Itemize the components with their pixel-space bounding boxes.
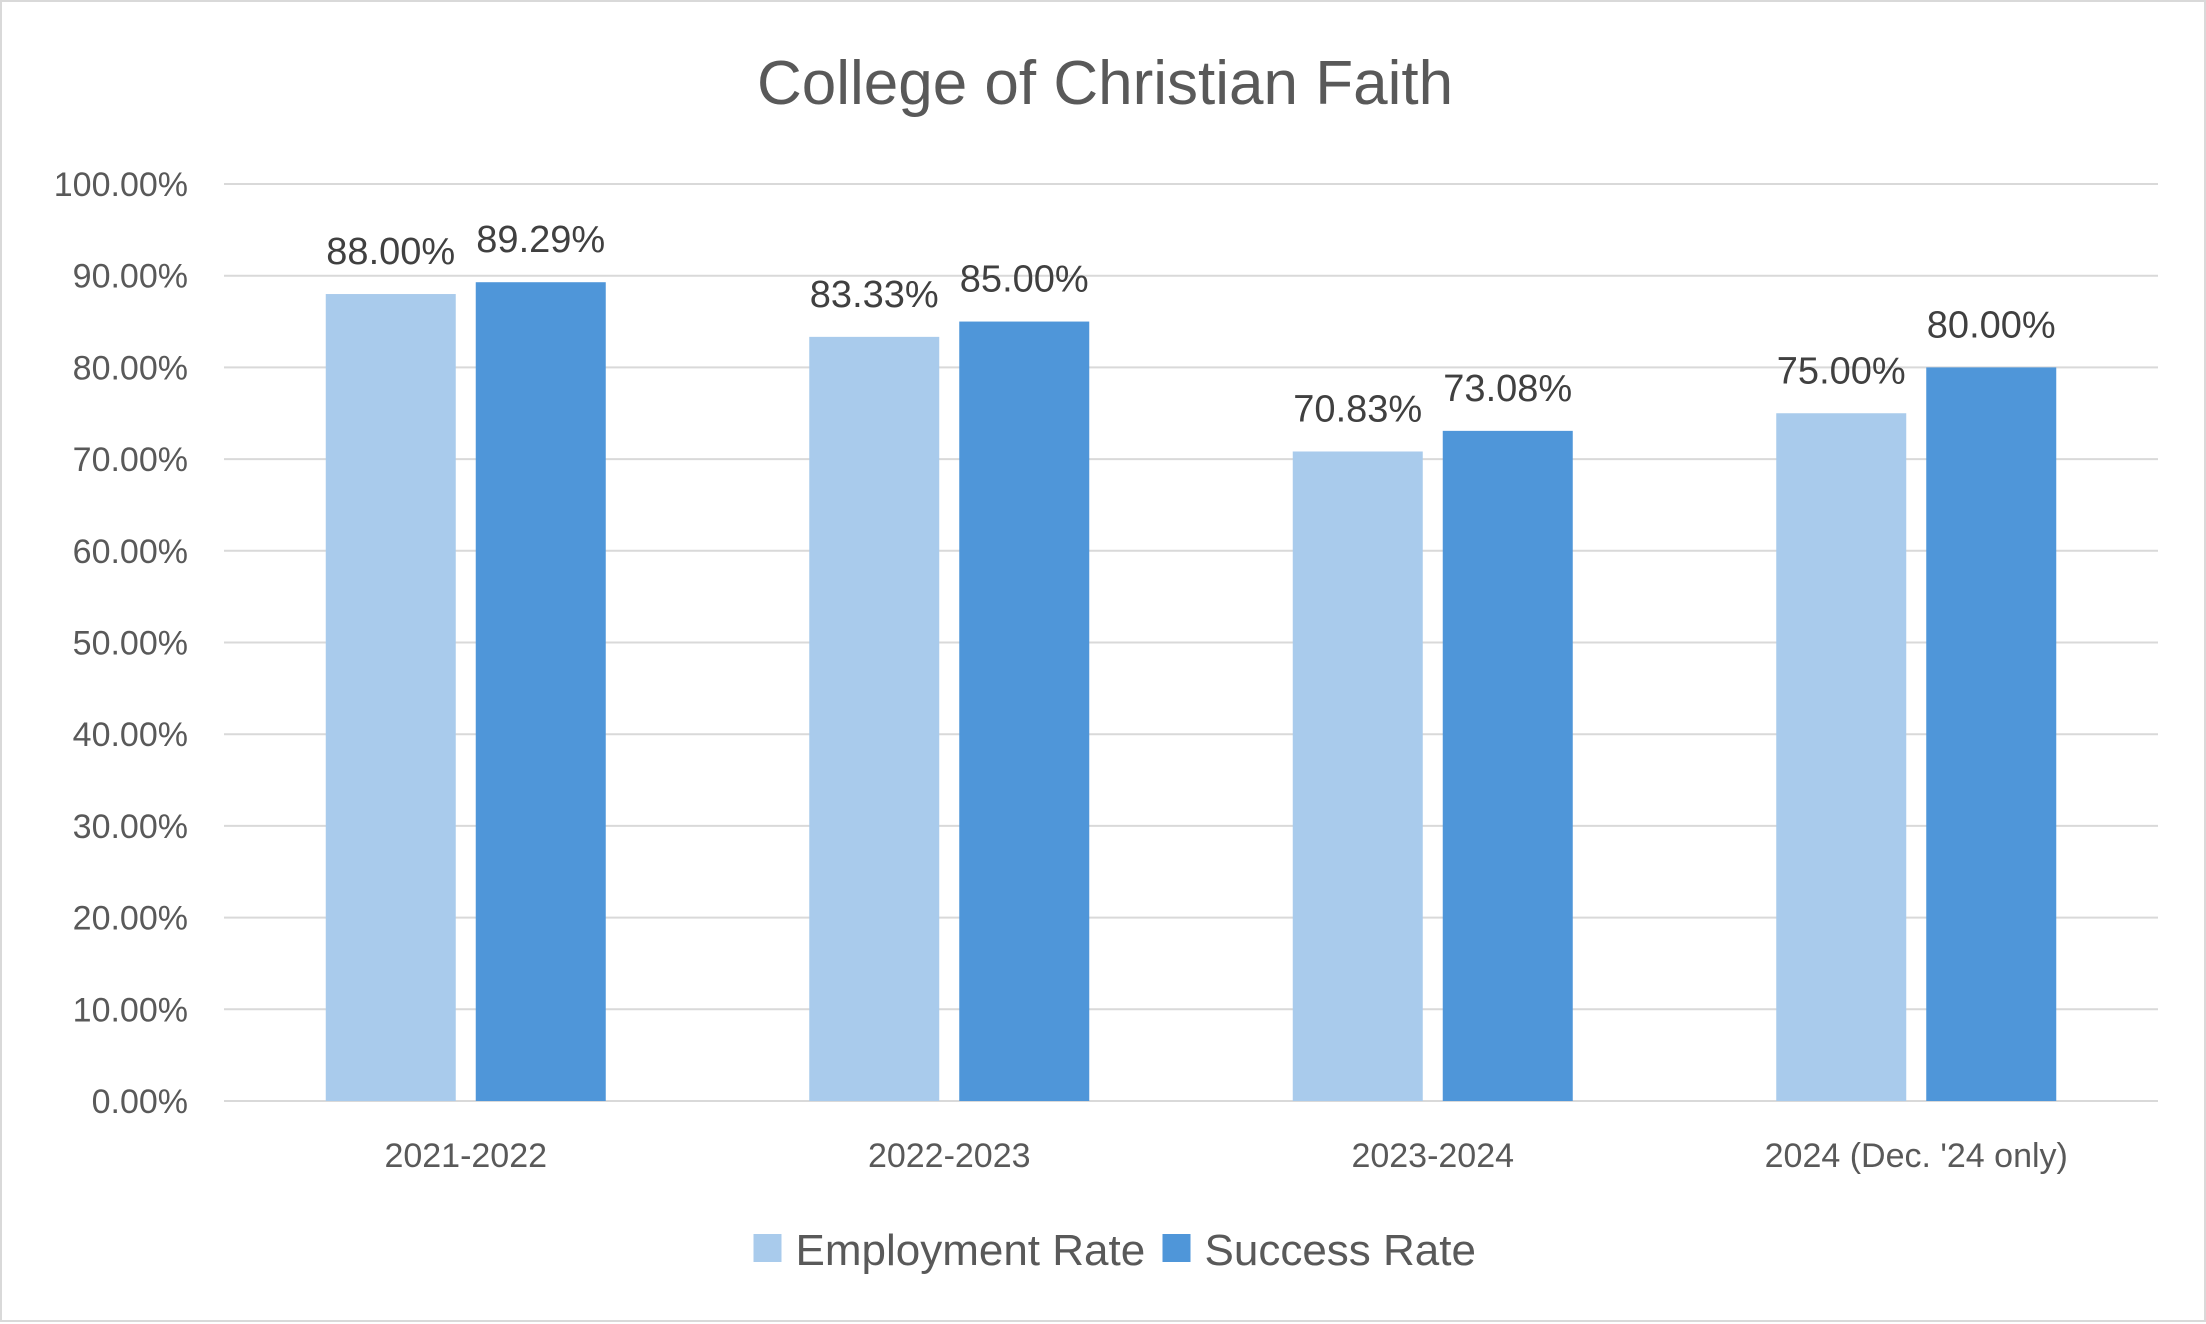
y-tick-label: 0.00% [92, 1083, 188, 1121]
x-category-label: 2024 (Dec. '24 only) [1765, 1137, 2068, 1175]
y-tick-label: 50.00% [73, 625, 188, 663]
y-tick-label: 10.00% [73, 991, 188, 1029]
data-label: 89.29% [476, 219, 605, 261]
bar-employment-rate [325, 294, 456, 1101]
bar-employment-rate [1776, 413, 1907, 1101]
data-label: 73.08% [1443, 368, 1572, 410]
bars [325, 282, 2057, 1101]
legend-swatch [753, 1234, 782, 1262]
bar-employment-rate [1292, 451, 1423, 1101]
x-category-label: 2021-2022 [384, 1137, 547, 1175]
y-tick-label: 100.00% [54, 166, 188, 204]
y-tick-label: 30.00% [73, 808, 188, 846]
bar-success-rate [475, 282, 606, 1101]
x-category-label: 2023-2024 [1351, 1137, 1514, 1175]
bar-success-rate [1926, 367, 2057, 1101]
data-label: 75.00% [1777, 350, 1906, 392]
legend-label: Success Rate [1205, 1226, 1476, 1275]
chart-title: College of Christian Faith [757, 49, 1453, 118]
x-category-label: 2022-2023 [868, 1137, 1031, 1175]
data-labels: 88.00% 89.29% 83.33% 85.00% 70.83% 73.08% 75.0… [326, 219, 2055, 430]
data-label: 88.00% [326, 231, 455, 273]
data-label: 85.00% [960, 259, 1089, 301]
bar-success-rate [959, 321, 1090, 1101]
y-tick-label: 70.00% [73, 441, 188, 479]
data-label: 83.33% [810, 274, 939, 316]
data-label: 70.83% [1293, 388, 1422, 430]
x-axis-categories: 2021-2022 2022-2023 2023-2024 2024 (Dec. '2… [384, 1137, 2067, 1175]
bar-success-rate [1442, 430, 1573, 1101]
legend-label: Employment Rate [796, 1226, 1146, 1275]
y-tick-label: 40.00% [73, 716, 188, 754]
y-tick-label: 20.00% [73, 900, 188, 938]
y-tick-label: 60.00% [73, 533, 188, 571]
legend-swatch [1162, 1234, 1191, 1262]
legend: Employment Rate Success Rate [753, 1226, 1476, 1275]
y-axis-ticks: 0.00% 10.00% 20.00% 30.00% 40.00% 50.00% 60.00… [54, 166, 188, 1121]
bar-employment-rate [809, 336, 940, 1101]
data-label: 80.00% [1927, 304, 2056, 346]
y-tick-label: 80.00% [73, 349, 188, 387]
y-tick-label: 90.00% [73, 258, 188, 296]
